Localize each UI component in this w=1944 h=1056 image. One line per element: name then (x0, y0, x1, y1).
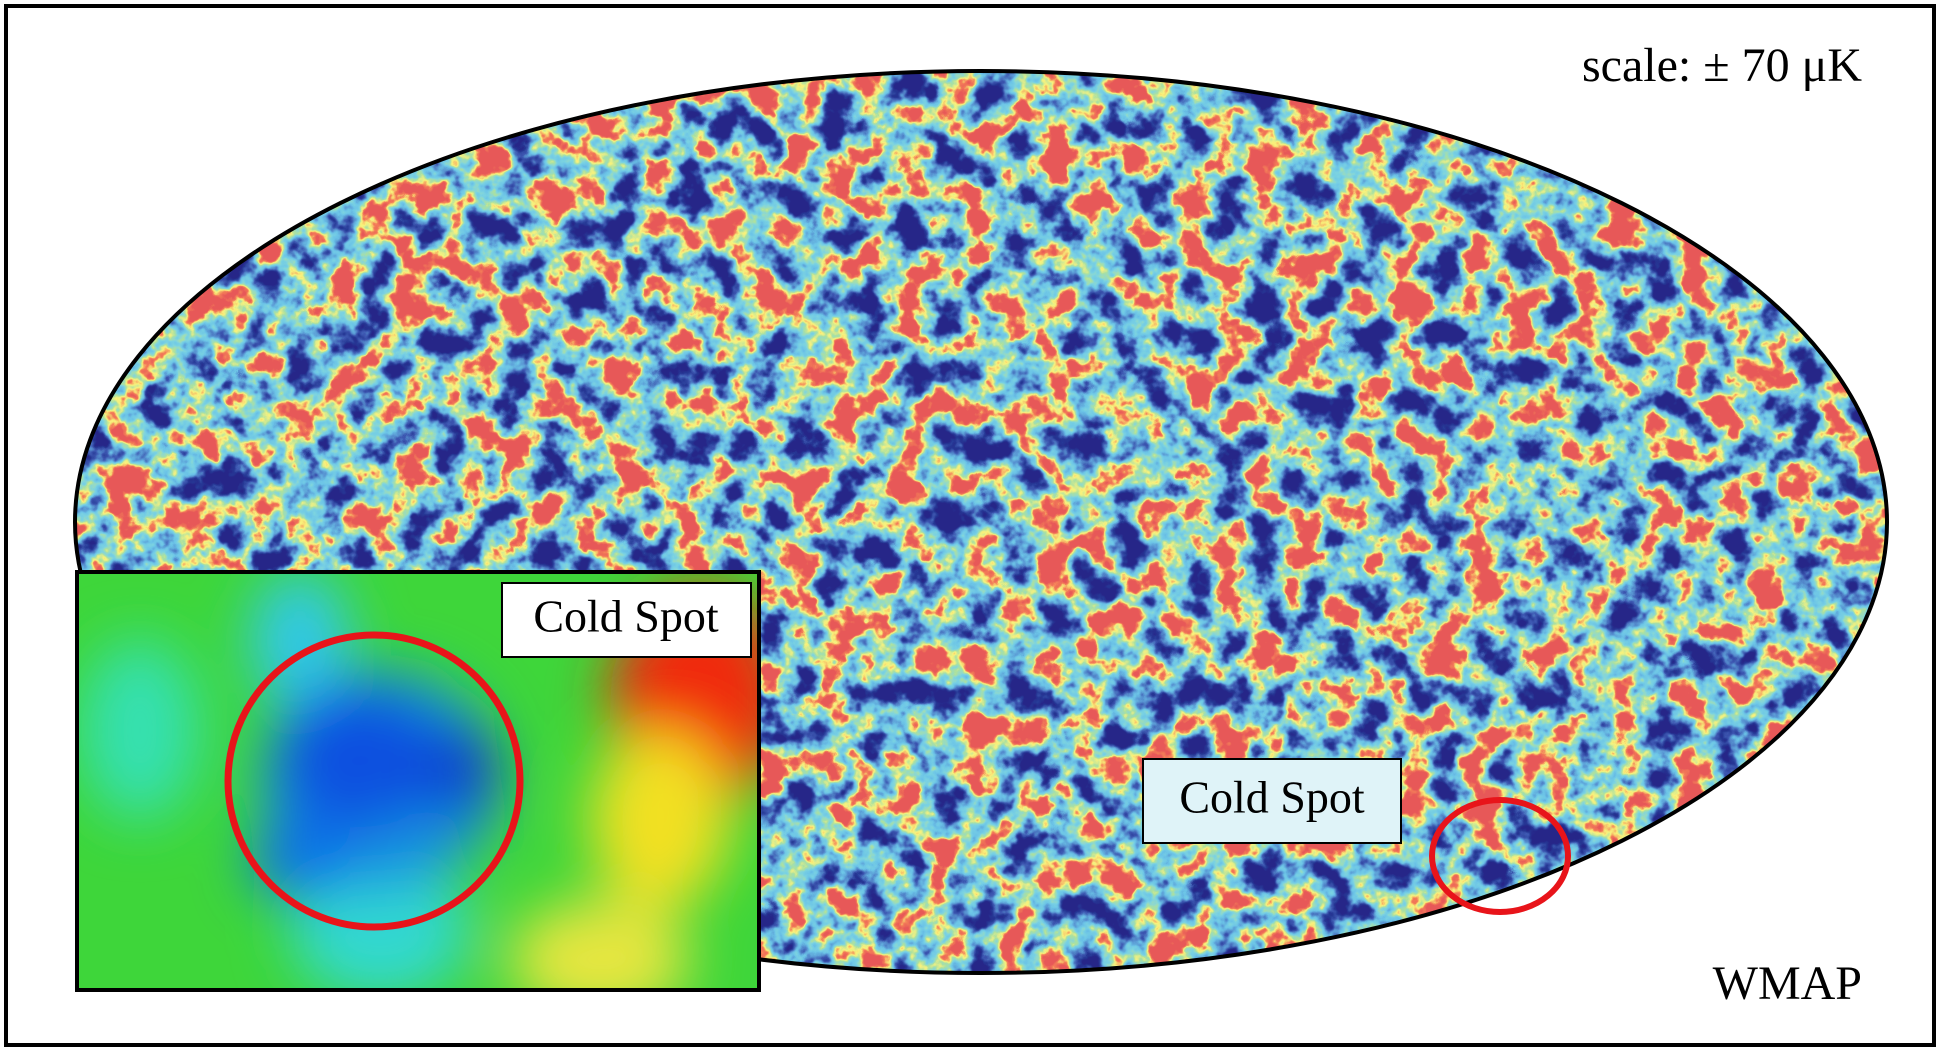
map-label: Cold Spot (1179, 772, 1365, 823)
scale-label: scale: ± 70 μK (1582, 39, 1862, 92)
source-label: WMAP (1713, 957, 1862, 1010)
inset-label: Cold Spot (533, 591, 719, 642)
figure: Cold Spot Cold Spot scale: ± 70 μK WMAP (0, 0, 1944, 1051)
